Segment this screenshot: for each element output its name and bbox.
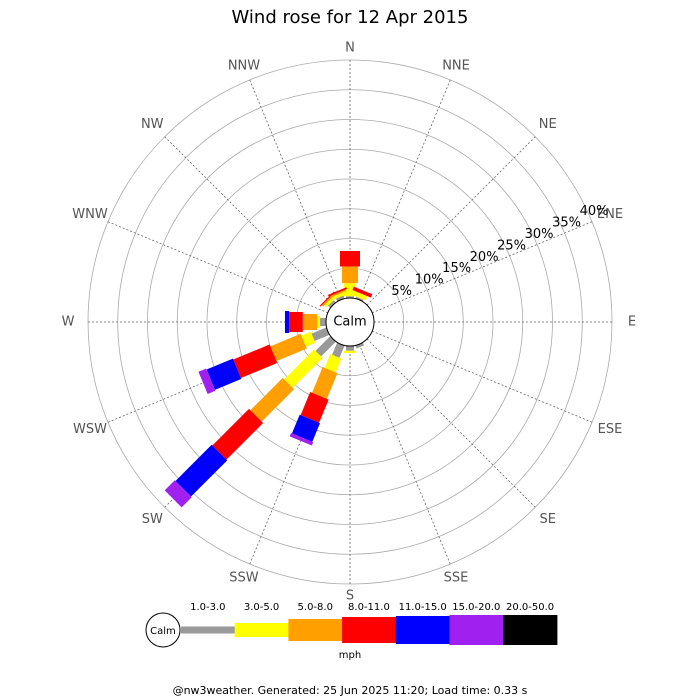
direction-bar	[289, 342, 345, 446]
direction-bar	[344, 346, 356, 354]
bar-segment	[330, 289, 346, 298]
direction-bar	[355, 342, 365, 349]
grid-ring	[266, 238, 434, 406]
bar-segment	[355, 296, 364, 302]
bar-segment	[233, 344, 278, 378]
bar-segment	[175, 444, 228, 497]
bar-segment	[352, 286, 373, 298]
bar-segment	[270, 333, 307, 362]
bar-segment	[355, 342, 365, 349]
bar-segment	[289, 312, 303, 332]
legend-label: 15.0-20.0	[452, 602, 500, 613]
direction-label: S	[346, 589, 354, 604]
direction-label: WNW	[72, 207, 108, 222]
direction-label: SSW	[229, 570, 259, 585]
legend-swatch	[449, 615, 504, 645]
bar-segment	[317, 316, 321, 328]
bar-segment	[354, 291, 368, 301]
legend-calm	[145, 612, 181, 648]
direction-label: ENE	[597, 207, 623, 222]
direction-label: N	[345, 41, 355, 56]
bar-segment	[291, 414, 321, 442]
legend-label: 11.0-15.0	[399, 602, 447, 613]
legend-swatch	[234, 623, 289, 637]
bar-segment	[301, 331, 316, 347]
direction-label: W	[62, 315, 75, 330]
bar-segment	[346, 346, 354, 351]
grid-ring	[206, 178, 494, 466]
legend-label: 20.0-50.0	[506, 602, 554, 613]
bar-segment	[340, 250, 360, 267]
bar-segment	[312, 366, 338, 399]
r-tick-label: 25%	[497, 238, 526, 253]
bar-segment	[332, 342, 345, 358]
direction-bar	[198, 327, 330, 394]
bar-segment	[346, 296, 354, 298]
legend-swatch	[503, 615, 558, 645]
calm-label: Calm	[333, 315, 366, 330]
direction-label: E	[628, 315, 636, 330]
direction-bar	[164, 336, 336, 508]
direction-label: WSW	[73, 422, 107, 437]
bar-segment	[302, 314, 318, 330]
bar-segment	[289, 433, 314, 446]
legend-label: 5.0-8.0	[298, 602, 333, 613]
r-tick-label: 30%	[525, 227, 554, 242]
r-tick-label: 15%	[442, 261, 471, 276]
r-tick-label: 5%	[391, 284, 412, 299]
bar-segment	[320, 318, 326, 326]
bar-segment	[332, 292, 346, 300]
bar-segment	[212, 408, 264, 460]
bar-segment	[328, 300, 336, 308]
bar-segment	[324, 296, 336, 308]
bar-segment	[324, 353, 342, 373]
direction-label: NNW	[228, 59, 260, 74]
bar-segment	[315, 336, 336, 357]
bar-segment	[311, 327, 330, 342]
legend-swatch	[342, 617, 397, 643]
bar-segment	[344, 283, 356, 297]
unit-label: mph	[339, 650, 361, 661]
direction-label: SE	[540, 512, 556, 527]
direction-bar	[327, 287, 348, 302]
calm-circle	[325, 297, 375, 347]
r-tick-label: 20%	[470, 250, 499, 265]
grid-ring	[147, 119, 553, 525]
legend-label: 8.0-11.0	[348, 602, 390, 613]
direction-label: SW	[142, 512, 163, 527]
bar-segment	[250, 377, 295, 422]
direction-label: ESE	[598, 422, 623, 437]
bar-segment	[342, 266, 358, 284]
bar-segment	[327, 287, 348, 297]
footer: @nw3weather. Generated: 25 Jun 2025 11:2…	[173, 684, 528, 697]
legend-swatch	[395, 616, 450, 644]
r-tick-label: 10%	[415, 273, 444, 288]
direction-bar	[340, 250, 360, 298]
chart-title: Wind rose for 12 Apr 2015	[232, 7, 469, 28]
bar-segment	[164, 480, 192, 508]
legend-calm-label: Calm	[150, 626, 176, 637]
r-tick-label: 35%	[552, 216, 581, 231]
direction-label: SSE	[444, 570, 469, 585]
legend-swatch	[181, 626, 236, 634]
legend-swatch	[288, 619, 343, 641]
bar-segment	[206, 358, 242, 390]
legend-label: 3.0-5.0	[244, 602, 279, 613]
direction-label: NW	[141, 117, 164, 132]
bar-segment	[335, 295, 345, 302]
direction-label: NE	[539, 117, 557, 132]
direction-label: NNE	[442, 59, 470, 74]
legend-label: 1.0-3.0	[190, 602, 225, 613]
r-tick-label: 40%	[580, 204, 609, 219]
direction-bar	[284, 311, 326, 333]
bar-segment	[300, 392, 329, 423]
bar-segment	[198, 368, 216, 394]
bar-segment	[344, 350, 356, 354]
bar-segment	[284, 311, 290, 333]
direction-bar	[352, 286, 373, 302]
bar-segment	[284, 349, 323, 388]
